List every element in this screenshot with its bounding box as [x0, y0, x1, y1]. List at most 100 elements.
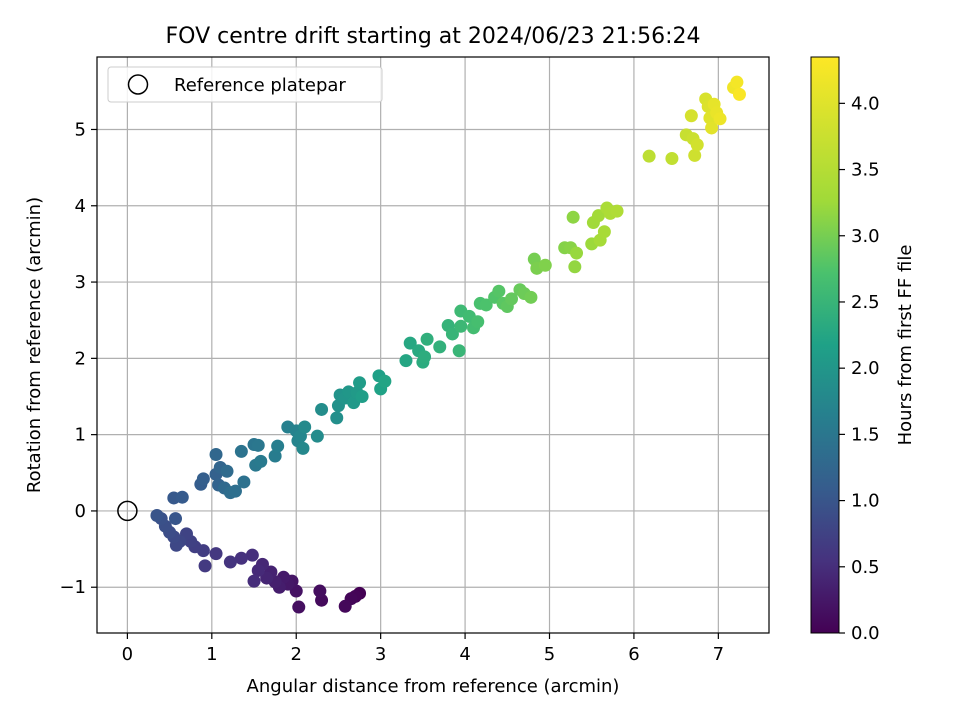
x-tick-label: 6	[628, 644, 639, 665]
data-point	[524, 290, 538, 304]
x-tick-label: 7	[713, 644, 724, 665]
x-axis-label: Angular distance from reference (arcmin)	[247, 676, 620, 697]
data-point	[209, 547, 223, 561]
data-point	[330, 411, 344, 425]
data-point	[271, 439, 285, 453]
data-point	[338, 599, 352, 613]
data-point	[234, 551, 248, 565]
data-point	[298, 420, 312, 434]
y-tick-label: 3	[75, 272, 86, 293]
data-point	[150, 509, 164, 523]
y-tick-label: 4	[75, 196, 86, 217]
data-point	[399, 354, 413, 368]
colorbar-tick-label: 1.5	[851, 424, 880, 445]
data-point	[292, 600, 306, 614]
y-tick-label: −1	[59, 577, 86, 598]
data-point	[705, 121, 719, 135]
colorbar-tick-label: 4.0	[851, 93, 880, 114]
data-point	[310, 429, 324, 443]
data-point	[228, 484, 242, 498]
data-points	[117, 75, 746, 614]
data-point	[597, 225, 611, 239]
colorbar-tick-label: 3.5	[851, 160, 880, 181]
colorbar-ticks: 0.0 0.5 1.0 1.5 2.0 2.5 3.0 3.5 4.0	[839, 93, 880, 644]
colorbar-tick-label: 0.0	[851, 623, 880, 644]
data-point	[313, 584, 327, 598]
chart-title: FOV centre drift starting at 2024/06/23 …	[166, 24, 701, 49]
data-point	[175, 490, 189, 504]
data-point	[234, 444, 248, 458]
data-point	[591, 209, 605, 223]
data-point	[260, 571, 274, 585]
data-point	[568, 260, 582, 274]
data-point	[688, 148, 702, 162]
legend-marker	[127, 74, 149, 95]
data-point	[251, 438, 265, 452]
x-tick-label: 2	[291, 644, 302, 665]
data-point	[296, 441, 310, 455]
x-tick-label: 0	[122, 644, 133, 665]
data-point	[665, 151, 679, 165]
y-tick-label: 1	[75, 425, 86, 446]
data-point	[196, 472, 210, 486]
colorbar-tick-label: 3.0	[851, 226, 880, 247]
data-point	[169, 512, 183, 526]
data-point	[353, 376, 367, 390]
x-tick-label: 5	[544, 644, 555, 665]
colorbar-tick-label: 0.5	[851, 557, 880, 578]
data-point	[237, 475, 251, 489]
data-point	[268, 449, 282, 463]
axis-ticks: 0 1 2 3 4 5 6 7 −1 0 1 2 3 4 5	[59, 119, 724, 665]
data-point	[471, 315, 485, 329]
legend: Reference platepar	[107, 66, 383, 103]
data-point	[220, 464, 234, 478]
data-point	[732, 87, 746, 101]
y-axis-label: Rotation from reference (arcmin)	[24, 197, 45, 493]
data-point	[247, 574, 261, 588]
y-tick-label: 0	[75, 501, 86, 522]
colorbar: 0.0 0.5 1.0 1.5 2.0 2.5 3.0 3.5 4.0 Hours from f…	[810, 56, 916, 644]
data-point	[713, 112, 727, 126]
data-point	[690, 138, 704, 152]
data-point	[355, 389, 369, 403]
plot-frame	[96, 56, 770, 634]
data-point	[452, 344, 466, 358]
x-tick-label: 4	[459, 644, 470, 665]
data-point	[315, 402, 329, 416]
x-tick-label: 1	[206, 644, 217, 665]
data-point	[245, 548, 259, 562]
data-point	[420, 332, 434, 346]
colorbar-tick-label: 2.0	[851, 358, 880, 379]
data-point	[566, 210, 580, 224]
data-point	[198, 559, 212, 573]
data-point	[251, 563, 265, 577]
data-point	[418, 350, 432, 364]
data-point	[684, 109, 698, 123]
reference-platepar-marker	[117, 500, 138, 522]
data-point	[570, 246, 584, 260]
colorbar-tick-label: 2.5	[851, 292, 880, 313]
data-point	[403, 336, 417, 350]
legend-box	[107, 66, 383, 103]
data-point	[730, 75, 744, 89]
data-point	[479, 298, 493, 312]
data-point	[433, 340, 447, 354]
colorbar-gradient	[810, 56, 840, 634]
y-tick-label: 2	[75, 348, 86, 369]
data-point	[538, 258, 552, 272]
data-point	[454, 319, 468, 333]
data-point	[492, 284, 506, 298]
legend-label: Reference platepar	[174, 75, 346, 96]
grid	[97, 57, 769, 633]
data-point	[610, 204, 624, 218]
colorbar-tick-label: 1.0	[851, 491, 880, 512]
x-tick-label: 3	[375, 644, 386, 665]
y-tick-label: 5	[75, 119, 86, 140]
data-point	[445, 327, 459, 341]
data-point	[223, 555, 237, 569]
data-point	[378, 374, 392, 388]
data-point	[254, 454, 268, 468]
data-point	[209, 447, 223, 461]
data-point	[505, 292, 519, 306]
